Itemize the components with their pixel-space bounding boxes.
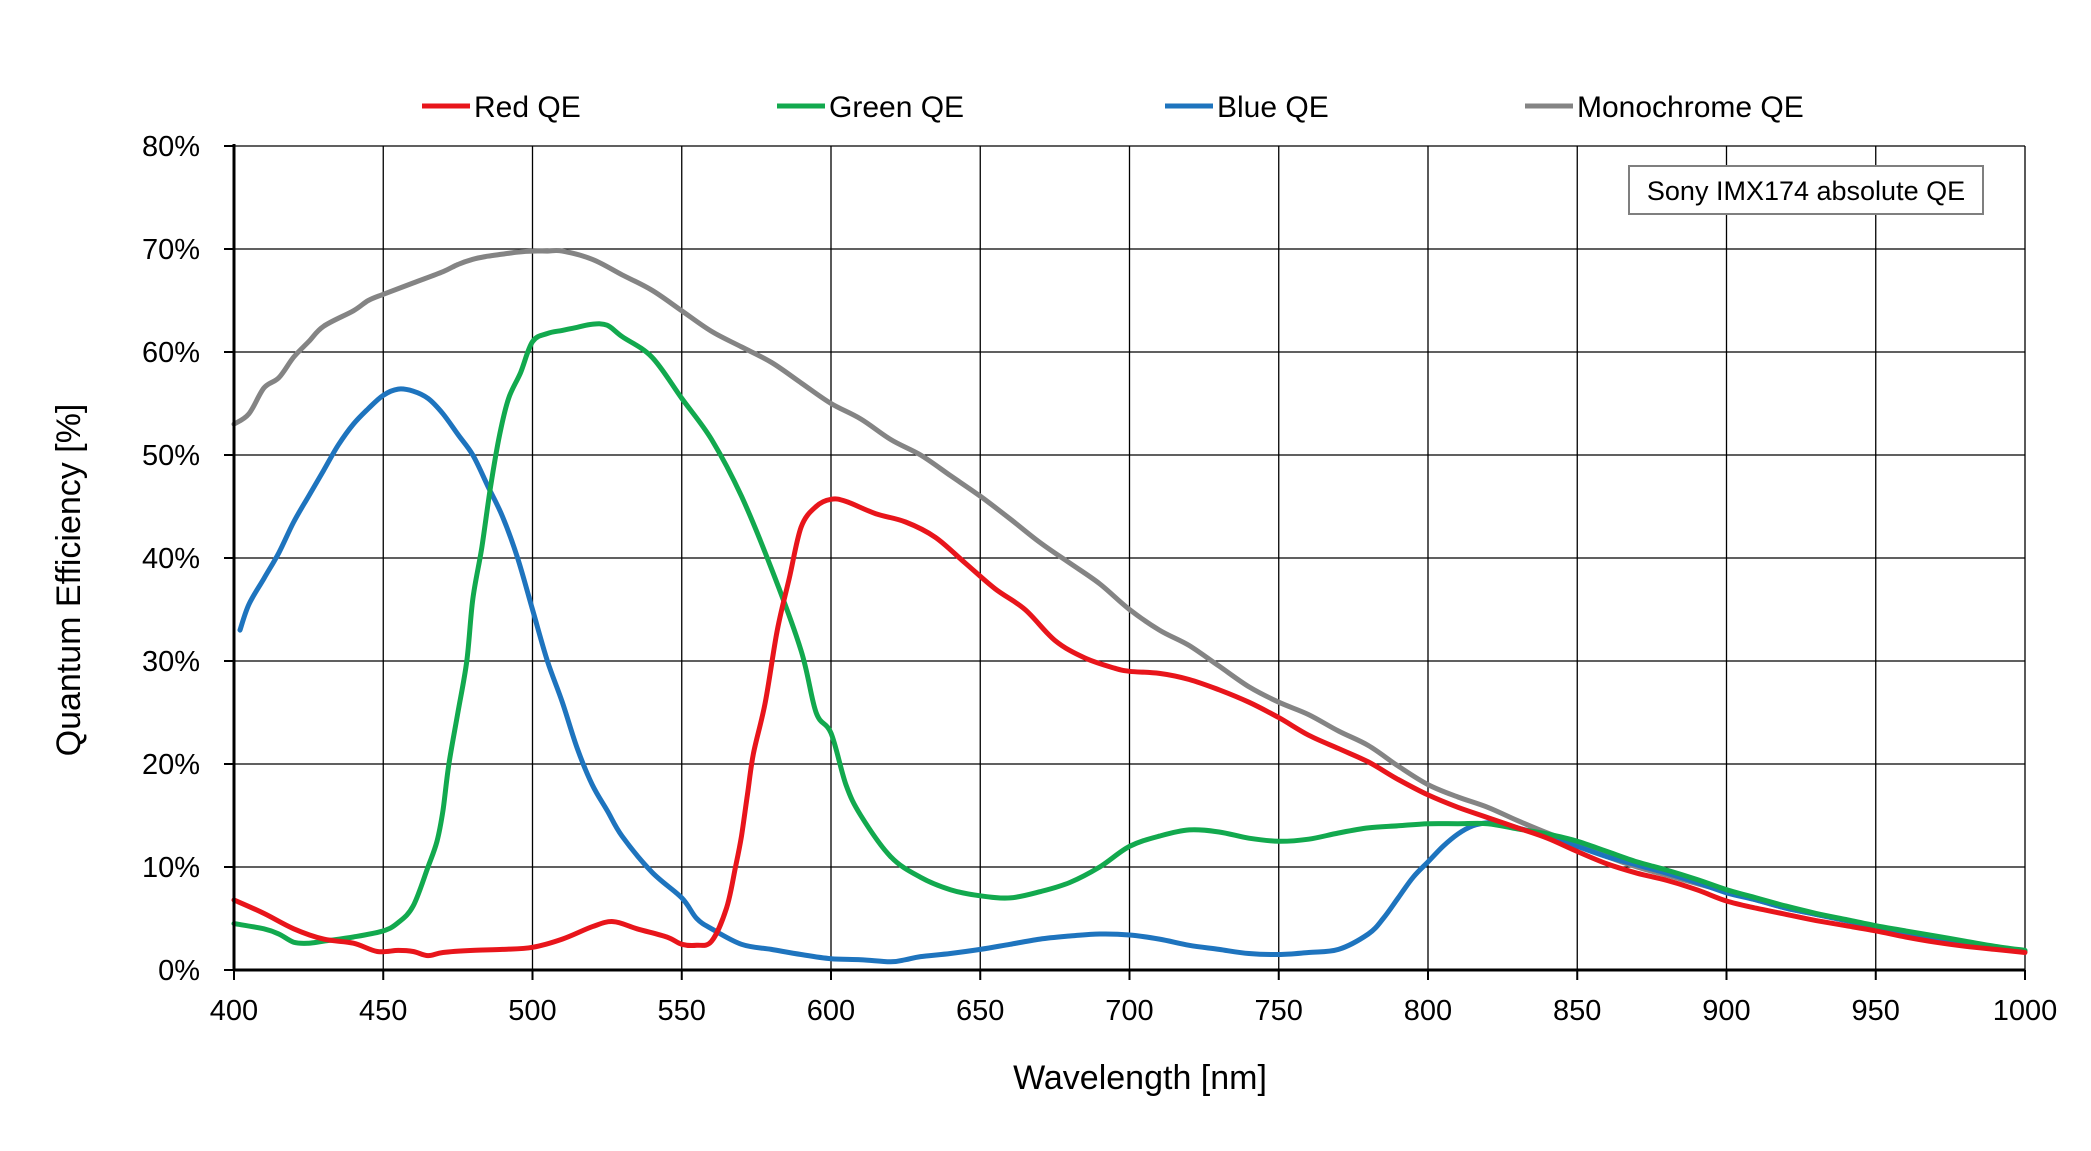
annotation-box: Sony IMX174 absolute QE (1628, 165, 1984, 215)
annotation-text: Sony IMX174 absolute QE (1647, 176, 1965, 206)
y-tick-label: 80% (142, 131, 200, 163)
legend: Red QE Green QE Blue QE Monochrome QE (422, 91, 1804, 124)
y-axis-tick-labels: 0% 10% 20% 30% 40% 50% 60% 70% 80% (142, 131, 200, 987)
x-tick-label: 850 (1553, 995, 1601, 1027)
series-line-red-qe (231, 496, 2028, 959)
x-tick-label: 500 (508, 995, 556, 1027)
grid-lines (234, 145, 2026, 970)
x-tick-label: 700 (1105, 995, 1153, 1027)
x-tick-label: 1000 (1993, 995, 2058, 1027)
series-layer (231, 247, 2028, 965)
y-tick-label: 0% (158, 955, 200, 987)
x-axis-tick-labels: 400 450 500 550 600 650 700 750 800 850 900 950 1000 (210, 995, 2057, 1027)
y-tick-label: 60% (142, 337, 200, 369)
series-line-blue-qe (237, 386, 2028, 965)
y-tick-label: 40% (142, 543, 200, 575)
y-tick-label: 10% (142, 852, 200, 884)
axes (224, 144, 2026, 980)
legend-label: Green QE (829, 91, 964, 124)
y-tick-label: 20% (142, 749, 200, 781)
x-tick-label: 400 (210, 995, 258, 1027)
legend-label: Blue QE (1217, 91, 1329, 124)
x-tick-label: 950 (1852, 995, 1900, 1027)
x-tick-label: 800 (1404, 995, 1452, 1027)
x-tick-label: 900 (1702, 995, 1750, 1027)
legend-label: Red QE (474, 91, 581, 124)
y-axis-title: Quantum Efficiency [%] (50, 404, 88, 757)
y-tick-label: 30% (142, 646, 200, 678)
x-tick-label: 550 (658, 995, 706, 1027)
x-tick-label: 600 (807, 995, 855, 1027)
y-tick-label: 70% (142, 234, 200, 266)
legend-label: Monochrome QE (1577, 91, 1804, 124)
x-tick-label: 650 (956, 995, 1004, 1027)
x-tick-label: 750 (1255, 995, 1303, 1027)
x-tick-label: 450 (359, 995, 407, 1027)
series-line-green-qe (231, 321, 2028, 953)
x-axis-title: Wavelength [nm] (1013, 1059, 1267, 1097)
y-tick-label: 50% (142, 440, 200, 472)
